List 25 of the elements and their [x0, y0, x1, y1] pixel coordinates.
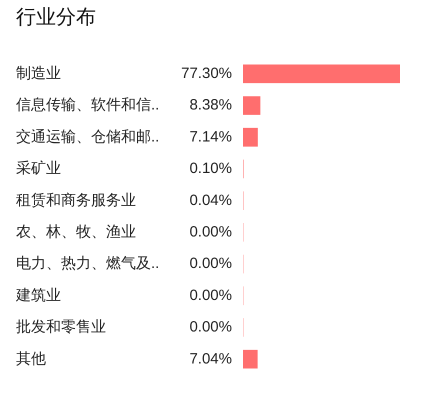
data-label: 0.00% [189, 223, 232, 240]
bar [243, 64, 400, 84]
y-tick-label: 电力、热力、燃气及.. [16, 255, 160, 272]
y-tick-label: 信息传输、软件和信.. [16, 96, 160, 114]
data-label: 7.14% [189, 128, 232, 146]
data-label: 8.38% [189, 96, 232, 114]
data-label: 0.10% [189, 160, 232, 178]
text: 行业分布 [16, 6, 96, 29]
y-tick-label: 建筑业 [15, 286, 61, 304]
y-tick-label: 交通运输、仓储和邮.. [16, 128, 160, 146]
data-label: 0.00% [189, 255, 232, 272]
data-label: 77.30% [181, 64, 232, 82]
bar [243, 350, 258, 368]
bar [243, 128, 258, 147]
y-tick-label: 采矿业 [16, 160, 61, 178]
y-tick-label: 制造业 [16, 64, 61, 82]
data-label: 0.04% [189, 192, 232, 209]
bar [243, 96, 260, 115]
y-tick-label: 其他 [16, 350, 46, 368]
data-label: 7.04% [189, 350, 232, 368]
data-label: 0.00% [189, 286, 232, 304]
data-label: 0.00% [189, 318, 232, 336]
y-tick-label: 批发和零售业 [16, 318, 106, 336]
y-tick-label: 农、林、牧、渔业 [16, 223, 136, 240]
y-tick-label: 租赁和商务服务业 [16, 192, 136, 209]
